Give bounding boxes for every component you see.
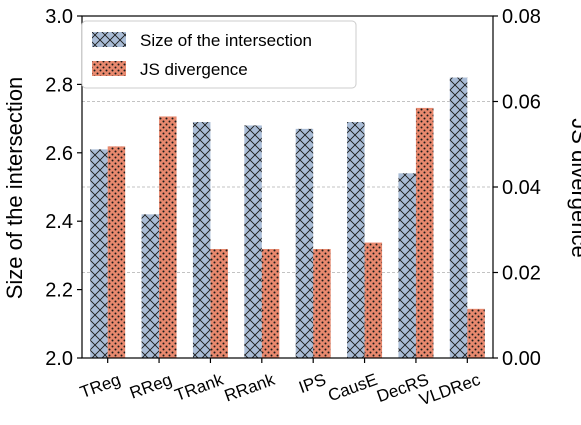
legend-label-js-divergence: JS divergence	[140, 60, 248, 79]
bar-intersection	[244, 125, 262, 358]
bar-intersection	[398, 173, 416, 358]
left-y-axis: 2.0 2.2 2.4 2.6 2.8 3.0	[45, 6, 82, 370]
bar-js-divergence	[467, 308, 485, 358]
bar-intersection	[192, 122, 211, 359]
bar-intersection	[295, 128, 314, 358]
bar-js-divergence	[210, 248, 228, 358]
legend: Size of the intersection JS divergence	[81, 20, 357, 89]
left-axis-label: Size of the intersection	[2, 77, 27, 300]
bar-js-divergence	[313, 248, 331, 358]
left-tick-label: 2.6	[45, 143, 73, 165]
legend-frame	[81, 20, 357, 89]
left-tick-label: 3.0	[45, 6, 73, 28]
x-tick-label: RRank	[222, 370, 278, 406]
bar-js-divergence	[159, 116, 177, 359]
bar-intersection	[141, 214, 160, 358]
left-tick-label: 2.4	[45, 211, 73, 233]
legend-swatch-intersection	[92, 32, 126, 47]
x-tick-label: TRank	[172, 370, 226, 405]
bar-intersection	[347, 122, 365, 359]
bar-js-divergence	[364, 242, 383, 358]
bar-intersection	[90, 149, 108, 358]
left-tick-label: 2.0	[45, 348, 73, 370]
x-tick-label: TReg	[77, 370, 123, 402]
bar-intersection	[449, 77, 468, 358]
left-tick-label: 2.2	[45, 280, 73, 302]
bars	[90, 77, 485, 359]
bar-js-divergence	[261, 248, 280, 358]
legend-swatch-js-divergence	[92, 61, 126, 76]
right-tick-label: 0.08	[502, 6, 541, 28]
legend-label-intersection: Size of the intersection	[140, 31, 312, 50]
right-tick-label: 0.00	[502, 348, 541, 370]
bar-js-divergence	[415, 107, 434, 358]
right-tick-label: 0.04	[502, 177, 541, 199]
right-tick-label: 0.02	[502, 263, 541, 285]
bar-js-divergence	[107, 146, 126, 358]
right-tick-label: 0.06	[502, 92, 541, 114]
x-tick-label: CausE	[325, 370, 379, 405]
right-y-axis: 0.00 0.02 0.04 0.06 0.08	[493, 6, 541, 370]
x-tick-label: RReg	[127, 370, 174, 403]
x-tick-label: IPS	[296, 370, 328, 397]
left-tick-label: 2.8	[45, 74, 73, 96]
right-axis-label: JS divergence	[567, 118, 581, 257]
